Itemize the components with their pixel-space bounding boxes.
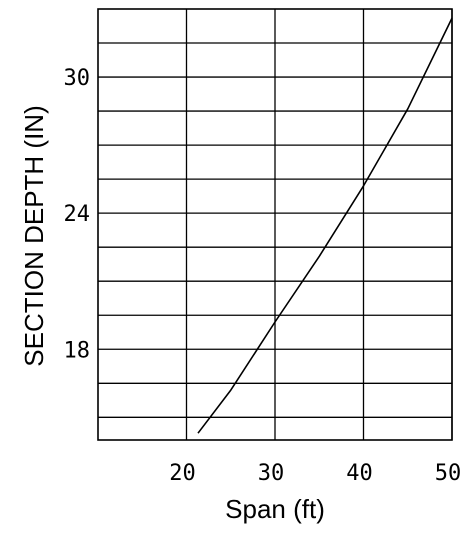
plot-frame	[97, 8, 453, 441]
x-tick-label: 30	[258, 461, 285, 486]
x-tick-label: 40	[346, 461, 373, 486]
y-tick-label: 24	[64, 202, 91, 227]
y-tick-labels: 18 24 30	[64, 66, 91, 363]
x-tick-label: 20	[169, 461, 196, 486]
y-tick-label: 18	[64, 338, 91, 363]
x-tick-label: 50	[435, 461, 462, 486]
y-axis-title: SECTION DEPTH (IN)	[19, 105, 49, 366]
series-line	[197, 17, 453, 434]
x-axis-title: Span (ft)	[225, 494, 325, 524]
x-tick-labels: 20 30 40 50	[169, 461, 461, 486]
grid-layer	[98, 9, 453, 440]
series-layer	[197, 17, 453, 434]
plot-border	[97, 8, 453, 441]
y-tick-label: 30	[64, 66, 91, 91]
